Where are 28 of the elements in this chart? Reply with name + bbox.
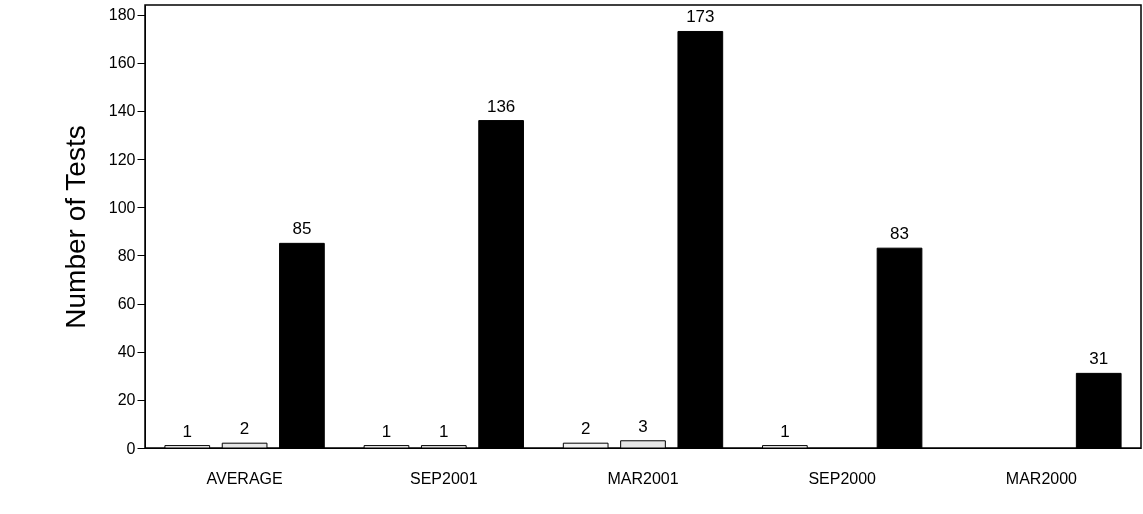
data-label: 136	[486, 96, 516, 116]
data-label: 2	[239, 419, 250, 439]
data-label: 83	[890, 224, 909, 244]
y-tick-label: 180	[108, 6, 136, 24]
data-label: 1	[439, 421, 449, 441]
x-tick-label: SEP2000	[808, 469, 877, 487]
data-label: 173	[686, 7, 715, 27]
data-label: 85	[292, 219, 312, 239]
data-label: 3	[638, 416, 648, 436]
y-tick-label: 20	[117, 391, 136, 409]
y-tick-label: 40	[117, 343, 136, 361]
x-tick-label: MAR2001	[607, 469, 679, 487]
data-label: 2	[580, 419, 591, 439]
y-tick-label: 100	[108, 198, 136, 216]
x-tick-label: SEP2001	[410, 469, 478, 487]
data-label: 1	[182, 421, 193, 441]
y-tick-label: 120	[108, 150, 136, 168]
y-tick-label: 60	[117, 295, 136, 313]
data-label: 31	[1089, 349, 1109, 369]
data-label: 1	[381, 421, 392, 441]
x-tick-label: AVERAGE	[206, 469, 283, 487]
y-axis-title: Number of Tests	[59, 125, 91, 329]
x-tick-label: MAR2000	[1005, 469, 1078, 487]
y-tick-label: 0	[126, 439, 136, 457]
y-tick-label: 80	[117, 246, 136, 264]
y-tick-label: 160	[108, 54, 136, 72]
y-tick-label: 140	[108, 102, 136, 120]
data-label: 1	[780, 421, 790, 441]
